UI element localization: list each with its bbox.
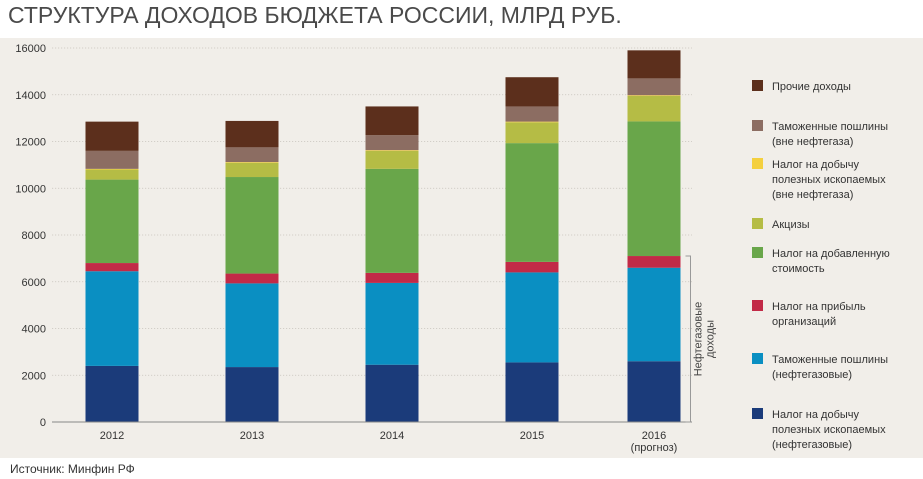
oil-gas-bracket xyxy=(685,255,691,423)
bar-segment xyxy=(225,283,279,368)
y-tick-label: 16000 xyxy=(15,43,46,55)
bar-segment xyxy=(225,147,279,163)
bar-segment xyxy=(365,150,419,151)
legend-label: Налог на добычу xyxy=(772,409,860,421)
legend-swatch xyxy=(752,120,763,131)
bar-segment xyxy=(85,365,139,422)
legend-swatch xyxy=(752,158,763,169)
legend-label: (нефтегазовые) xyxy=(772,439,852,451)
bar-segment xyxy=(85,263,139,272)
bar-segment xyxy=(505,143,559,262)
legend-label: полезных ископаемых xyxy=(772,174,886,186)
y-tick-label: 4000 xyxy=(22,324,46,336)
bar-segment xyxy=(365,150,419,169)
x-tick-label: 2014 xyxy=(380,430,404,442)
bar-segment xyxy=(505,272,559,363)
bar-segment xyxy=(365,106,419,136)
x-tick-label: (прогноз) xyxy=(631,442,678,454)
bar-segment xyxy=(627,121,681,257)
bar-segment xyxy=(505,77,559,107)
bar-segment xyxy=(365,282,419,365)
legend-label: (вне нефтегаза) xyxy=(772,189,853,201)
bar-segment xyxy=(365,364,419,422)
legend-label: Акцизы xyxy=(772,219,810,231)
oil-gas-label-line: доходы xyxy=(705,320,717,358)
bar-segment xyxy=(505,106,559,122)
legend-label: Прочие доходы xyxy=(772,81,851,93)
legend-label: Таможенные пошлины xyxy=(772,354,888,366)
bar-segment xyxy=(365,135,419,151)
bar-segment xyxy=(85,179,139,264)
bar-segment xyxy=(505,121,559,123)
bar-segment xyxy=(85,121,139,151)
oil-gas-label-line: Нефтегазовые xyxy=(693,302,705,377)
legend-label: Налог на добычу xyxy=(772,159,860,171)
bar-segment xyxy=(627,267,681,362)
bar-segment xyxy=(627,78,681,96)
bar-segment xyxy=(85,271,139,366)
legend-label: Таможенные пошлины xyxy=(772,121,888,133)
y-tick-label: 10000 xyxy=(15,183,46,195)
bar-segment xyxy=(505,261,559,273)
legend-label: организаций xyxy=(772,316,836,328)
legend-label: стоимость xyxy=(772,263,825,275)
bar-segment xyxy=(627,95,681,122)
y-tick-label: 12000 xyxy=(15,137,46,149)
bar-segment xyxy=(365,272,419,283)
bar-segment xyxy=(225,162,279,163)
bar-segment xyxy=(627,95,681,96)
bar-segment xyxy=(225,162,279,178)
chart-panel: 0 2000 4000 6000 8000 10000 12000 14000 16000 201… xyxy=(0,38,923,458)
bar-segment xyxy=(505,362,559,422)
bar-segment xyxy=(225,177,279,274)
y-tick-label: 8000 xyxy=(22,230,46,242)
y-tick-label: 0 xyxy=(40,417,46,429)
oil-gas-label: Нефтегазовые доходы xyxy=(693,302,717,377)
legend-swatch xyxy=(752,408,763,419)
y-tick-label: 14000 xyxy=(15,90,46,102)
bar-segment xyxy=(225,120,279,148)
x-tick-label: 2015 xyxy=(520,430,544,442)
x-tick-label: 2016 xyxy=(642,430,666,442)
stacked-bar-chart: 0 2000 4000 6000 8000 10000 12000 14000 16000 201… xyxy=(15,43,890,454)
legend-label: (нефтегазовые) xyxy=(772,369,852,381)
bar-segment xyxy=(85,169,139,180)
bar-segment xyxy=(627,361,681,422)
legend-label: Налог на добавленную xyxy=(772,248,890,260)
legend-swatch xyxy=(752,218,763,229)
bar-segment xyxy=(627,50,681,79)
bar-segment xyxy=(505,122,559,144)
bar-segment xyxy=(225,273,279,284)
legend-label: полезных ископаемых xyxy=(772,424,886,436)
bar-segment xyxy=(365,168,419,273)
bar-segment xyxy=(225,367,279,422)
source-note: Источник: Минфин РФ xyxy=(10,462,135,476)
legend-label: (вне нефтегаза) xyxy=(772,136,853,148)
x-tick-label: 2013 xyxy=(240,430,264,442)
legend-swatch xyxy=(752,80,763,91)
bar-segment xyxy=(85,168,139,170)
legend-swatch xyxy=(752,353,763,364)
x-tick-label: 2012 xyxy=(100,430,124,442)
legend-swatch xyxy=(752,247,763,258)
chart-title: СТРУКТУРА ДОХОДОВ БЮДЖЕТА РОССИИ, МЛРД Р… xyxy=(8,2,622,28)
legend-swatch xyxy=(752,300,763,311)
bar-segment xyxy=(85,150,139,169)
bar-segment xyxy=(627,256,681,268)
legend-label: Налог на прибыль xyxy=(772,301,866,313)
y-tick-label: 2000 xyxy=(22,370,46,382)
y-tick-label: 6000 xyxy=(22,277,46,289)
